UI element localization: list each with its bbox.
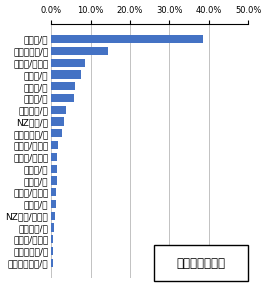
Text: 買いランキング: 買いランキング [176,257,225,270]
Bar [51,200,56,208]
Bar [51,235,53,243]
Bar [51,141,58,149]
Bar [51,176,57,185]
Bar [51,35,203,43]
Bar [51,94,74,102]
Bar [51,106,66,114]
Bar [51,247,53,255]
FancyBboxPatch shape [154,245,248,281]
Bar [51,82,75,90]
Bar [51,188,56,196]
Bar [51,212,55,220]
Bar [51,259,53,267]
Bar [51,47,108,55]
Bar [51,118,64,126]
Bar [51,59,85,67]
Bar [51,223,54,231]
Bar [51,164,57,173]
Bar [51,129,62,137]
Bar [51,70,81,79]
Bar [51,153,57,161]
